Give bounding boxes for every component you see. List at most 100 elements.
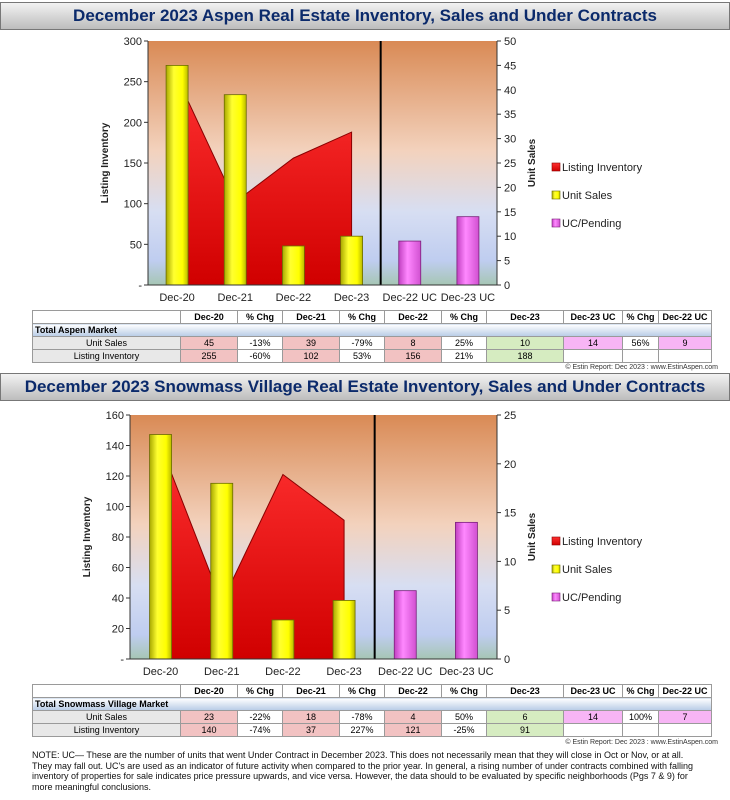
header-blank xyxy=(32,684,181,698)
header-cell: Dec-23 UC xyxy=(563,310,623,324)
x-tick-label: Dec-20 xyxy=(159,292,194,304)
table-cell: 255 xyxy=(180,349,238,363)
header-cell: % Chg xyxy=(622,684,659,698)
legend-label: Listing Inventory xyxy=(562,536,643,548)
header-cell: % Chg xyxy=(339,684,385,698)
y2-tick-label: 45 xyxy=(504,60,516,72)
header-cell: Dec-22 UC xyxy=(658,684,712,698)
bar-unit-sales xyxy=(149,434,172,660)
x-tick-label: Dec-23 xyxy=(334,292,369,304)
y-tick-label: 100 xyxy=(124,199,142,211)
y2-tick-label: 15 xyxy=(504,207,516,219)
table-cell xyxy=(658,349,712,363)
x-tick-label: Dec-23 UC xyxy=(439,666,493,678)
table-cell: 140 xyxy=(180,723,238,737)
table-cell: -25% xyxy=(441,723,487,737)
header-cell: % Chg xyxy=(237,684,283,698)
y-tick-label: 120 xyxy=(106,471,124,483)
table-cell: -13% xyxy=(237,336,283,350)
header-cell: % Chg xyxy=(441,684,487,698)
table-cell: 14 xyxy=(563,336,623,350)
copyright-text: © Estin Report: Dec 2023 : www.EstinAspe… xyxy=(565,739,718,746)
y2-tick-label: 10 xyxy=(504,556,516,568)
bar-unit-sales xyxy=(223,94,247,286)
table-cell: 227% xyxy=(339,723,385,737)
bar-unit-sales xyxy=(271,619,295,660)
table-row: Unit Sales 45 -13% 39 -79% 8 25% 10 14 5… xyxy=(32,336,712,350)
header-cell: Dec-22 xyxy=(384,684,442,698)
y2-tick-label: 30 xyxy=(504,134,516,146)
table-cell xyxy=(622,723,659,737)
y2-tick-label: 35 xyxy=(504,109,516,121)
data-table-aspen: Dec-20 % Chg Dec-21 % Chg Dec-22 % Chg D… xyxy=(32,310,712,363)
bar-unit-sales xyxy=(332,600,356,660)
legend-label: UC/Pending xyxy=(562,218,621,230)
table-row: Listing Inventory 255 -60% 102 53% 156 2… xyxy=(32,349,712,363)
y-tick-label: 150 xyxy=(124,158,142,170)
table-cell: 21% xyxy=(441,349,487,363)
x-tick-label: Dec-22 UC xyxy=(378,666,432,678)
row-label: Listing Inventory xyxy=(32,723,181,737)
legend-swatch xyxy=(551,190,561,200)
table-cell: 14 xyxy=(563,710,623,724)
bar-uc-pending xyxy=(393,590,417,660)
y-tick-label: 50 xyxy=(130,239,142,251)
table-cell: 25% xyxy=(441,336,487,350)
table-cell: 18 xyxy=(282,710,340,724)
table-cell: 37 xyxy=(282,723,340,737)
y2-tick-label: 25 xyxy=(504,410,516,422)
table-cell xyxy=(563,723,623,737)
y-tick-label: 160 xyxy=(106,410,124,422)
y2-tick-label: 0 xyxy=(504,280,510,292)
x-tick-label: Dec-23 UC xyxy=(441,292,495,304)
table-cell: 10 xyxy=(486,336,564,350)
table-cell: 53% xyxy=(339,349,385,363)
table-cell: 121 xyxy=(384,723,442,737)
legend-swatch xyxy=(551,592,561,602)
x-tick-label: Dec-23 xyxy=(326,666,361,678)
header-cell: % Chg xyxy=(339,310,385,324)
chart-aspen: 30025020015010050-50454035302520151050De… xyxy=(100,36,643,304)
bar-uc-pending xyxy=(455,521,478,660)
y2-axis-title: Unit Sales xyxy=(527,512,538,561)
y-tick-label: - xyxy=(120,654,124,666)
row-label: Unit Sales xyxy=(32,710,181,724)
row-label: Unit Sales xyxy=(32,336,181,350)
header-cell: Dec-22 xyxy=(384,310,442,324)
table-cell: -79% xyxy=(339,336,385,350)
y-tick-label: 250 xyxy=(124,77,142,89)
header-blank xyxy=(32,310,181,324)
legend-swatch xyxy=(551,564,561,574)
table-cell: 188 xyxy=(486,349,564,363)
header-cell: Dec-23 xyxy=(486,684,564,698)
y-tick-label: 300 xyxy=(124,36,142,48)
chart-title-aspen: December 2023 Aspen Real Estate Inventor… xyxy=(0,2,730,30)
table-cell: 156 xyxy=(384,349,442,363)
y-tick-label: - xyxy=(138,280,142,292)
header-cell: Dec-20 xyxy=(180,310,238,324)
table-row: Unit Sales 23 -22% 18 -78% 4 50% 6 14 10… xyxy=(32,710,712,724)
y2-tick-label: 20 xyxy=(504,459,516,471)
market-label: Total Aspen Market xyxy=(32,323,712,337)
bar-uc-pending xyxy=(398,240,422,286)
y-tick-label: 40 xyxy=(112,593,124,605)
table-cell: -60% xyxy=(237,349,283,363)
y2-tick-label: 50 xyxy=(504,36,516,48)
y-tick-label: 140 xyxy=(106,441,124,453)
header-cell: Dec-22 UC xyxy=(658,310,712,324)
legend-label: Listing Inventory xyxy=(562,162,643,174)
y2-axis-title: Unit Sales xyxy=(527,138,538,187)
bar-unit-sales xyxy=(165,65,189,286)
table-header-row: Dec-20 % Chg Dec-21 % Chg Dec-22 % Chg D… xyxy=(32,310,712,324)
y-tick-label: 80 xyxy=(112,532,124,544)
table-cell xyxy=(563,349,623,363)
chart-title-snowmass: December 2023 Snowmass Village Real Esta… xyxy=(0,373,730,401)
x-tick-label: Dec-22 xyxy=(276,292,311,304)
y2-tick-label: 0 xyxy=(504,654,510,666)
legend-swatch xyxy=(551,536,561,546)
x-tick-label: Dec-20 xyxy=(143,666,178,678)
copyright-text: © Estin Report: Dec 2023 : www.EstinAspe… xyxy=(565,364,718,371)
y2-tick-label: 15 xyxy=(504,508,516,520)
y-tick-label: 20 xyxy=(112,624,124,636)
table-cell xyxy=(658,723,712,737)
